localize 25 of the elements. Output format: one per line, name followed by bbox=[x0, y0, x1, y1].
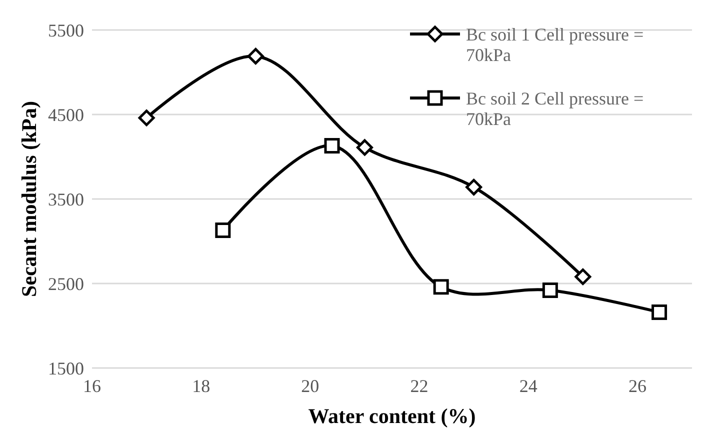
y-tick-label: 1500 bbox=[48, 358, 84, 378]
point bbox=[542, 282, 558, 298]
legend-label: Bc soil 1 Cell pressure = 70kPa bbox=[466, 24, 644, 65]
x-tick-label: 24 bbox=[519, 376, 538, 396]
point bbox=[324, 138, 340, 154]
point bbox=[574, 268, 592, 285]
x-tick-label: 22 bbox=[410, 376, 428, 396]
x-tick-label: 18 bbox=[192, 376, 210, 396]
legend-label: Bc soil 2 Cell pressure = 70kPa bbox=[466, 88, 644, 129]
x-tick-label: 16 bbox=[83, 376, 101, 396]
x-axis-title: Water content (%) bbox=[308, 404, 476, 428]
point bbox=[652, 304, 668, 320]
point bbox=[215, 222, 231, 238]
point bbox=[356, 139, 373, 156]
point bbox=[138, 110, 155, 126]
y-axis-title: Secant modulus (kPa) bbox=[17, 100, 41, 298]
y-tick-label: 2500 bbox=[48, 274, 84, 294]
y-tick-label: 5500 bbox=[48, 20, 84, 40]
point bbox=[433, 279, 449, 295]
x-tick-label: 26 bbox=[628, 376, 646, 396]
y-tick-label: 3500 bbox=[48, 189, 84, 210]
y-tick-label: 4500 bbox=[48, 104, 84, 125]
point bbox=[247, 48, 264, 64]
point bbox=[466, 178, 482, 196]
x-tick-label: 20 bbox=[301, 376, 320, 396]
